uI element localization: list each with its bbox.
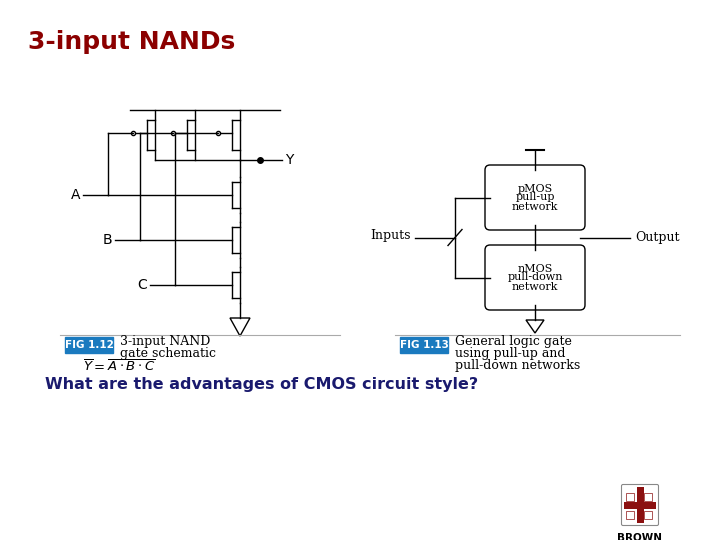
- Text: pMOS: pMOS: [518, 185, 553, 194]
- Bar: [626, 493, 634, 501]
- FancyBboxPatch shape: [485, 245, 585, 310]
- Text: pull-down networks: pull-down networks: [455, 360, 580, 373]
- Bar: [644, 511, 652, 519]
- Text: FIG 1.13: FIG 1.13: [400, 340, 449, 350]
- Text: Y: Y: [285, 153, 293, 167]
- Text: BROWN: BROWN: [618, 533, 662, 540]
- FancyBboxPatch shape: [621, 484, 659, 525]
- Text: 3-input NAND: 3-input NAND: [120, 335, 210, 348]
- Text: nMOS: nMOS: [517, 265, 553, 274]
- Bar: [624, 502, 656, 509]
- Text: network: network: [512, 281, 558, 292]
- Text: Output: Output: [635, 231, 680, 244]
- Text: FIG 1.12: FIG 1.12: [65, 340, 114, 350]
- Text: B: B: [102, 233, 112, 247]
- FancyBboxPatch shape: [400, 337, 448, 353]
- Text: Inputs: Inputs: [371, 229, 411, 242]
- Text: pull-up: pull-up: [516, 192, 554, 202]
- Text: What are the advantages of CMOS circuit style?: What are the advantages of CMOS circuit …: [45, 377, 478, 393]
- Text: $\overline{Y} = \overline{A \cdot B \cdot C}$: $\overline{Y} = \overline{A \cdot B \cdo…: [83, 359, 156, 375]
- FancyBboxPatch shape: [485, 165, 585, 230]
- Text: network: network: [512, 201, 558, 212]
- Text: A: A: [71, 188, 80, 202]
- Bar: [626, 511, 634, 519]
- Text: pull-down: pull-down: [508, 273, 563, 282]
- Bar: [636, 487, 644, 523]
- Text: 3-input NANDs: 3-input NANDs: [28, 30, 235, 54]
- Bar: [644, 493, 652, 501]
- Text: C: C: [138, 278, 147, 292]
- Text: using pull-up and: using pull-up and: [455, 348, 565, 361]
- FancyBboxPatch shape: [65, 337, 113, 353]
- Text: gate schematic: gate schematic: [120, 348, 216, 361]
- Text: General logic gate: General logic gate: [455, 335, 572, 348]
